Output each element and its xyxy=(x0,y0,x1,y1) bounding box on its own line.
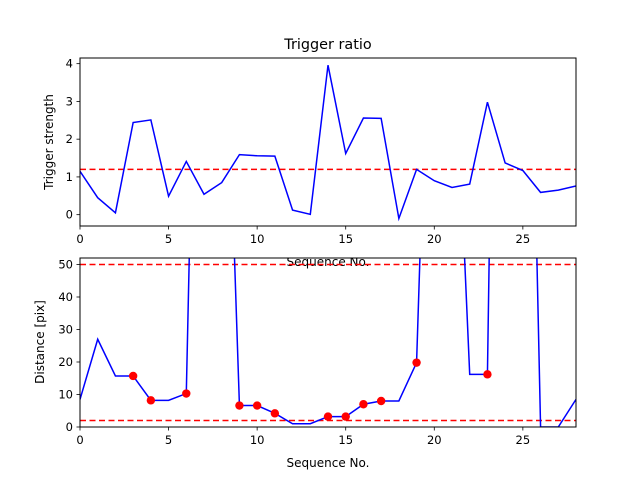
y-axis-label: Distance [pix] xyxy=(33,300,47,384)
x-tick-label: 10 xyxy=(250,433,265,447)
x-tick-label: 5 xyxy=(165,433,172,447)
y-tick-label: 30 xyxy=(58,323,73,337)
data-marker xyxy=(412,358,421,367)
x-axis-label: Sequence No. xyxy=(287,456,370,470)
y-axis-label: Trigger strength xyxy=(42,94,56,191)
y-tick-label: 10 xyxy=(58,388,73,402)
x-tick-label: 0 xyxy=(76,232,83,246)
y-tick-label: 0 xyxy=(66,420,73,434)
y-tick-label: 1 xyxy=(66,170,73,184)
chart-title: Trigger ratio xyxy=(283,37,372,53)
y-tick-label: 40 xyxy=(58,290,73,304)
data-marker xyxy=(270,409,280,418)
y-tick-label: 0 xyxy=(66,208,73,222)
x-tick-label: 20 xyxy=(427,433,442,447)
x-tick-label: 15 xyxy=(338,433,353,447)
x-tick-label: 20 xyxy=(427,232,442,246)
x-tick-label: 5 xyxy=(165,232,172,246)
x-tick-label: 15 xyxy=(338,232,353,246)
data-marker xyxy=(146,396,156,405)
x-tick-label: 0 xyxy=(76,433,83,447)
data-marker xyxy=(323,412,333,421)
y-tick-label: 2 xyxy=(66,132,73,146)
data-marker xyxy=(252,401,262,410)
y-tick-label: 50 xyxy=(58,258,73,272)
y-tick-label: 20 xyxy=(58,355,73,369)
data-marker xyxy=(483,370,492,379)
data-marker xyxy=(376,396,386,406)
distance-panel: 0 5 10 15 20 25 0 10 20 30 40 50 Sequence No. Dista… xyxy=(33,252,600,470)
x-tick-label: 25 xyxy=(516,232,531,246)
x-tick-label: 25 xyxy=(516,433,531,447)
series-line xyxy=(80,65,576,222)
data-marker xyxy=(235,401,244,410)
plot-frame xyxy=(79,57,577,227)
y-tick-label: 3 xyxy=(66,94,73,108)
x-tick-label: 10 xyxy=(250,232,265,246)
series-line xyxy=(80,258,576,427)
data-marker xyxy=(128,371,138,381)
plot-frame xyxy=(79,257,577,428)
data-marker xyxy=(341,412,350,421)
data-marker xyxy=(182,389,191,398)
data-marker xyxy=(359,400,368,409)
y-tick-label: 4 xyxy=(66,57,73,71)
